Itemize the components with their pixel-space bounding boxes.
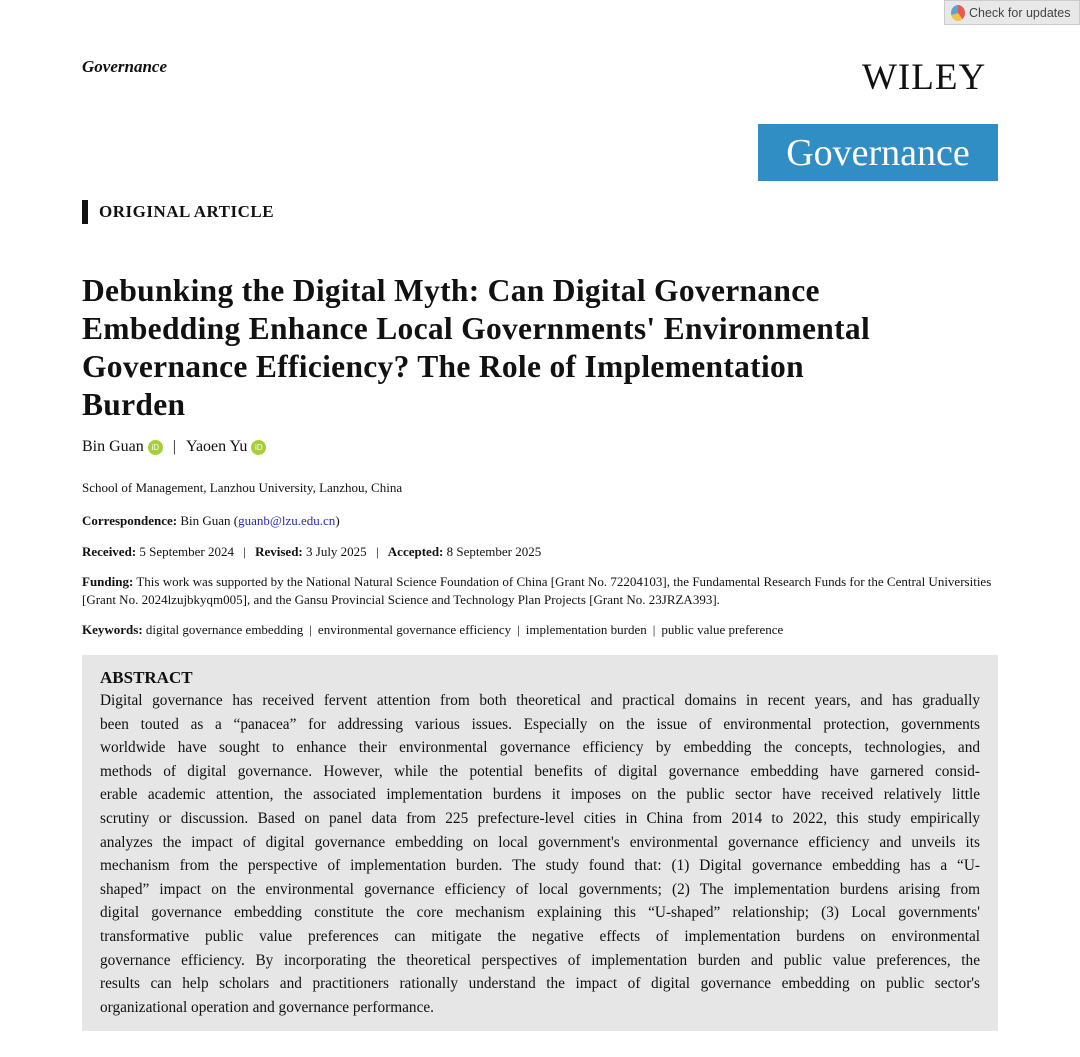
orcid-icon[interactable]: iD [251, 439, 267, 455]
funding-label: Funding: [82, 574, 134, 589]
received-label: Received: [82, 544, 137, 559]
abstract-line: Digital governance has received fervent … [100, 692, 980, 709]
check-updates-icon [951, 4, 965, 21]
abstract-line: shaped” impact on the environmental gove… [100, 880, 980, 898]
received-date: 5 September 2024 [139, 544, 234, 559]
author-name[interactable]: Yaoen Yu [185, 438, 248, 455]
keywords-label: Keywords: [82, 622, 143, 637]
check-updates-label: Check for updates [969, 5, 1071, 20]
correspondence-label: Correspondence: [82, 513, 178, 528]
accepted-date: 8 September 2025 [446, 544, 542, 559]
title-line: Governance Efficiency? The Role of Imple… [82, 349, 804, 384]
author-list: Bin Guan iD | Yaoen Yu iD [82, 438, 267, 456]
keyword: implementation burden [525, 622, 647, 637]
journal-logo: Governance [758, 124, 998, 181]
accepted-label: Accepted: [387, 544, 444, 559]
article-title: Debunking the Digital Myth: Can Digital … [82, 272, 1002, 424]
abstract-line: results can help scholars and practition… [100, 975, 980, 993]
check-for-updates-button[interactable]: Check for updates [944, 0, 1080, 25]
keywords: Keywords: digital governance embedding | e… [82, 622, 784, 637]
article-type: ORIGINAL ARTICLE [82, 200, 274, 224]
abstract-line: methods of digital governance. However, … [100, 762, 980, 780]
abstract-line: worldwide have sought to enhance their e… [100, 739, 980, 757]
title-line: Debunking the Digital Myth: Can Digital … [82, 273, 820, 308]
abstract-body: Digital governance has received fervent … [100, 689, 980, 1019]
abstract-line: been touted as a “panacea” for addressin… [100, 715, 980, 733]
correspondence-email-link[interactable]: guanb@lzu.edu.cn [238, 513, 336, 528]
abstract-heading: ABSTRACT [100, 668, 193, 687]
title-line: Embedding Enhance Local Governments' Env… [82, 311, 870, 346]
correspondence: Correspondence: Bin Guan (guanb@lzu.edu.… [82, 513, 340, 528]
abstract-box: ABSTRACT Digital governance has received… [82, 655, 998, 1031]
abstract-line: mechanism from the perspective of implem… [100, 857, 980, 875]
orcid-icon[interactable]: iD [147, 439, 163, 455]
abstract-line: scrutiny or discussion. Based on panel d… [100, 809, 980, 827]
abstract-line: governance efficiency. By incorporating … [100, 951, 980, 969]
publisher-logo: WILEY [862, 57, 987, 98]
abstract-line: transformative public value preferences … [100, 927, 980, 945]
article-dates: Received: 5 September 2024 | Revised: 3 … [82, 544, 542, 559]
title-line: Burden [82, 387, 186, 422]
keyword: digital governance embedding [145, 622, 304, 637]
author-separator: | [172, 438, 176, 455]
abstract-line: digital governance embedding constitute … [100, 904, 980, 922]
abstract-line: erable academic attention, the associate… [100, 786, 980, 804]
abstract-line: analyzes the impact of digital governanc… [100, 833, 980, 851]
keyword: public value preference [661, 622, 784, 637]
correspondence-name: Bin Guan [180, 513, 231, 528]
abstract-line: organizational operation and governance … [100, 998, 434, 1016]
keyword: environmental governance efficiency [317, 622, 512, 637]
funding-text: This work was supported by the National … [82, 574, 992, 607]
revised-date: 3 July 2025 [306, 544, 367, 559]
affiliation: School of Management, Lanzhou University… [82, 480, 403, 495]
revised-label: Revised: [255, 544, 303, 559]
journal-running-head: Governance [82, 57, 167, 76]
author-name[interactable]: Bin Guan [82, 438, 144, 455]
funding: Funding: This work was supported by the … [82, 573, 992, 609]
